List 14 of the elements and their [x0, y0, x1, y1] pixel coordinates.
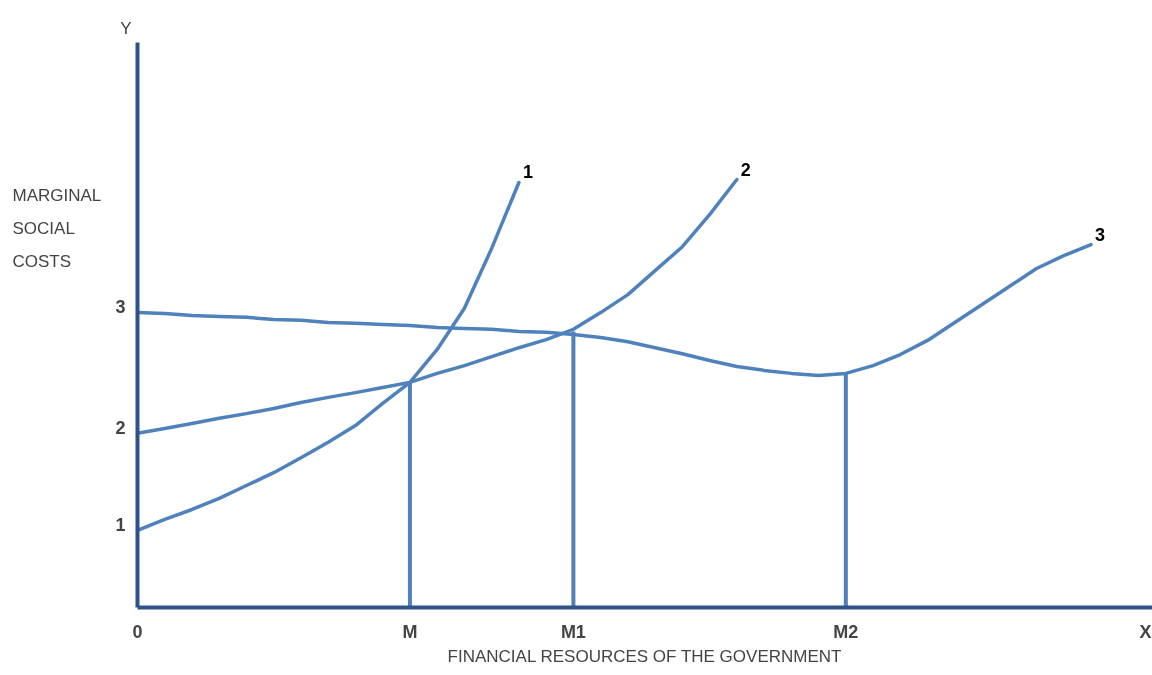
- x-tick-label: X: [1139, 621, 1152, 642]
- x-tick-label: M2: [833, 621, 859, 642]
- x-axis-title: FINANCIAL RESOURCES OF THE GOVERNMENT: [447, 646, 842, 666]
- series-label: 2: [740, 159, 751, 180]
- annotation: 3: [115, 297, 126, 318]
- annotation: 2: [115, 417, 126, 438]
- series-label: 3: [1095, 224, 1106, 245]
- annotation: 1: [115, 514, 126, 535]
- series-label: 1: [522, 162, 533, 183]
- x-tick-label: 0: [132, 621, 143, 642]
- x-tick-label: M1: [560, 621, 586, 642]
- y-axis-title: MARGINAL SOCIAL COSTS: [12, 185, 102, 271]
- text: Y: [120, 18, 132, 38]
- x-tick-label: M: [402, 621, 418, 642]
